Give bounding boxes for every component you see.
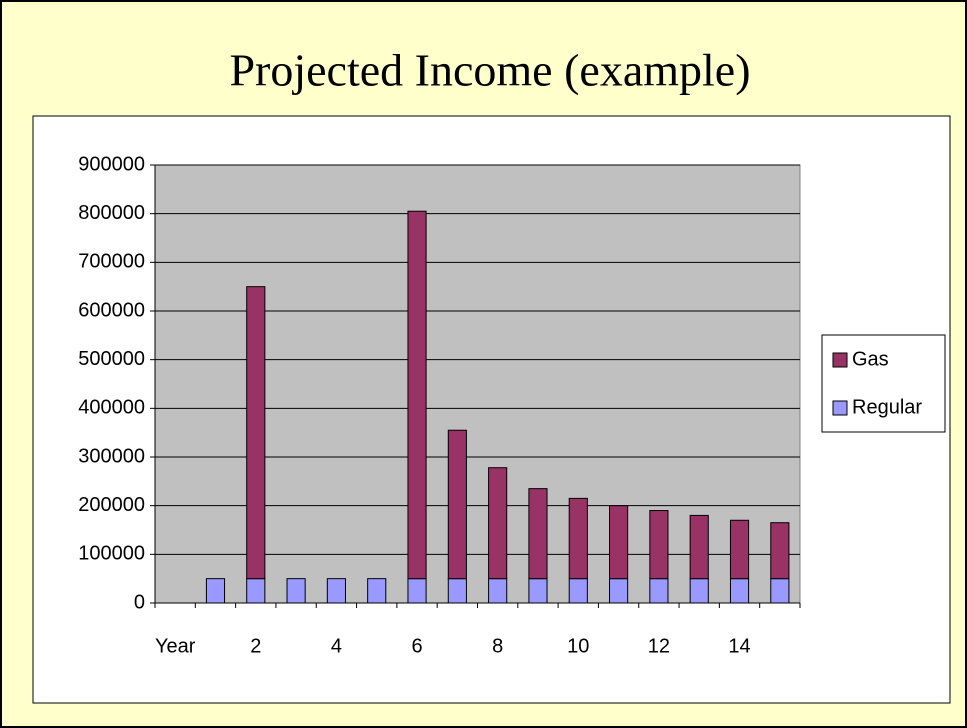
bar-segment — [528, 488, 548, 580]
x-tick-label: Year — [155, 635, 196, 657]
x-tick-label: 2 — [250, 635, 261, 657]
bar-segment — [246, 578, 266, 604]
x-tick-label: 10 — [567, 635, 589, 657]
bar-segment — [488, 578, 508, 604]
x-tick-label: 12 — [648, 635, 670, 657]
bar-segment — [326, 578, 346, 604]
y-tick-label: 0 — [134, 591, 145, 613]
bar-segment — [729, 578, 750, 604]
bar-segment — [609, 505, 629, 580]
bar-segment — [649, 510, 669, 580]
bar-segment — [568, 497, 588, 580]
bar-segment — [528, 578, 548, 604]
x-tick-label: 14 — [728, 635, 750, 657]
y-tick-label: 400000 — [78, 397, 145, 419]
legend-label: Regular — [852, 396, 922, 418]
bar-segment — [205, 578, 226, 604]
bar-segment — [246, 286, 266, 580]
x-tick-label: 8 — [492, 635, 503, 657]
y-tick-label: 900000 — [78, 153, 145, 175]
bar-segment — [729, 519, 750, 580]
bar-segment — [568, 578, 588, 604]
bar-segment — [447, 578, 467, 604]
x-tick-label: 4 — [331, 635, 342, 657]
y-tick-label: 200000 — [78, 494, 145, 516]
legend-swatch — [832, 352, 848, 368]
bar-segment — [689, 578, 709, 604]
y-tick-label: 600000 — [78, 299, 145, 321]
legend-label: Gas — [852, 348, 889, 370]
x-tick-label: 6 — [411, 635, 422, 657]
bar-segment — [447, 429, 467, 580]
bar-segment — [689, 514, 709, 580]
bar-segment — [286, 578, 306, 604]
legend-swatch — [832, 400, 848, 416]
bar-segment — [649, 578, 669, 604]
bar-segment — [770, 522, 790, 580]
bar-segment — [407, 578, 427, 604]
bar-segment — [770, 578, 790, 604]
y-tick-label: 100000 — [78, 543, 145, 565]
y-tick-label: 300000 — [78, 445, 145, 467]
bar-segment — [407, 210, 427, 580]
bar-segment — [367, 578, 387, 604]
y-tick-label: 500000 — [78, 348, 145, 370]
y-tick-label: 700000 — [78, 251, 145, 273]
y-tick-label: 800000 — [78, 202, 145, 224]
bar-segment — [488, 467, 508, 580]
legend — [821, 334, 946, 433]
bar-segment — [609, 578, 629, 604]
chart-title: Projected Income (example) — [229, 45, 750, 96]
